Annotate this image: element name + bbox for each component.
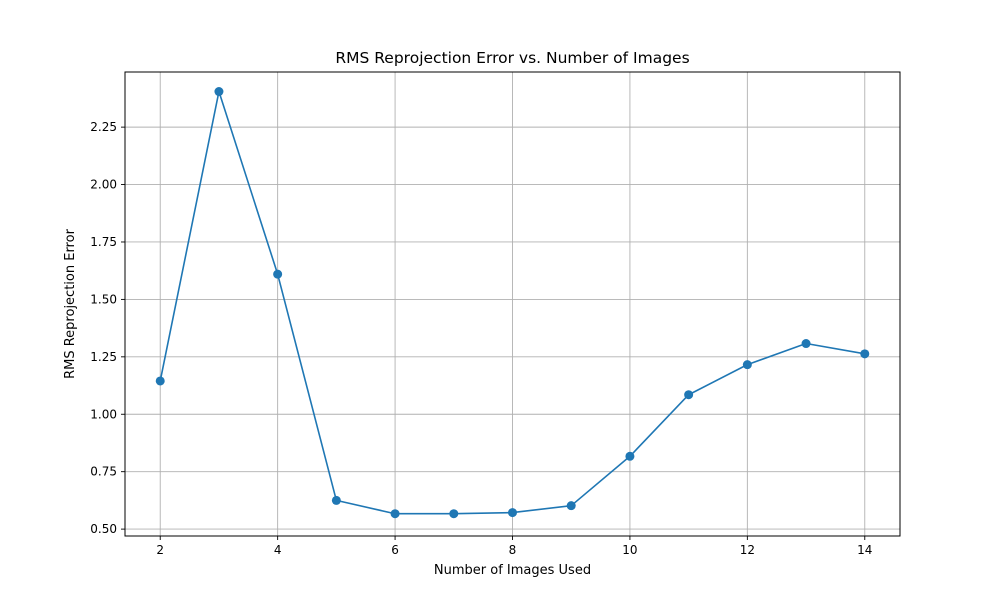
y-tick-label: 0.50 (90, 522, 117, 536)
data-point (155, 376, 165, 386)
x-tick-label: 14 (857, 543, 872, 557)
data-point (566, 501, 576, 511)
y-tick-label: 1.00 (90, 407, 117, 421)
x-tick-label: 4 (274, 543, 282, 557)
y-tick-label: 1.50 (90, 292, 117, 306)
y-axis-label: RMS Reprojection Error (63, 228, 78, 378)
data-point (742, 360, 752, 370)
y-tick-label: 1.25 (90, 350, 117, 364)
data-point (684, 390, 694, 400)
y-tick-label: 0.75 (90, 465, 117, 479)
y-tick-label: 2.25 (90, 120, 117, 134)
data-point (390, 509, 400, 519)
x-axis-label: Number of Images Used (434, 563, 591, 578)
data-point (625, 451, 635, 461)
data-point (449, 509, 459, 519)
data-point (801, 339, 811, 349)
data-point (273, 269, 283, 279)
grid-layer (125, 72, 900, 536)
y-tick-label: 2.00 (90, 178, 117, 192)
chart-title: RMS Reprojection Error vs. Number of Ima… (335, 49, 689, 67)
y-tick-label: 1.75 (90, 235, 117, 249)
x-tick-label: 12 (740, 543, 755, 557)
x-tick-label: 8 (509, 543, 517, 557)
data-point (508, 508, 517, 518)
x-tick-label: 6 (391, 543, 399, 557)
data-point (331, 495, 341, 505)
x-axis: 2 4 6 8 10 12 14 (156, 536, 872, 557)
data-point (214, 87, 224, 97)
x-tick-label: 2 (156, 543, 164, 557)
y-axis: 0.50 0.75 1.00 1.25 1.50 1.75 2.00 2.25 (90, 120, 125, 536)
x-tick-label: 10 (622, 543, 637, 557)
series-layer (155, 87, 870, 519)
data-point (860, 349, 870, 359)
